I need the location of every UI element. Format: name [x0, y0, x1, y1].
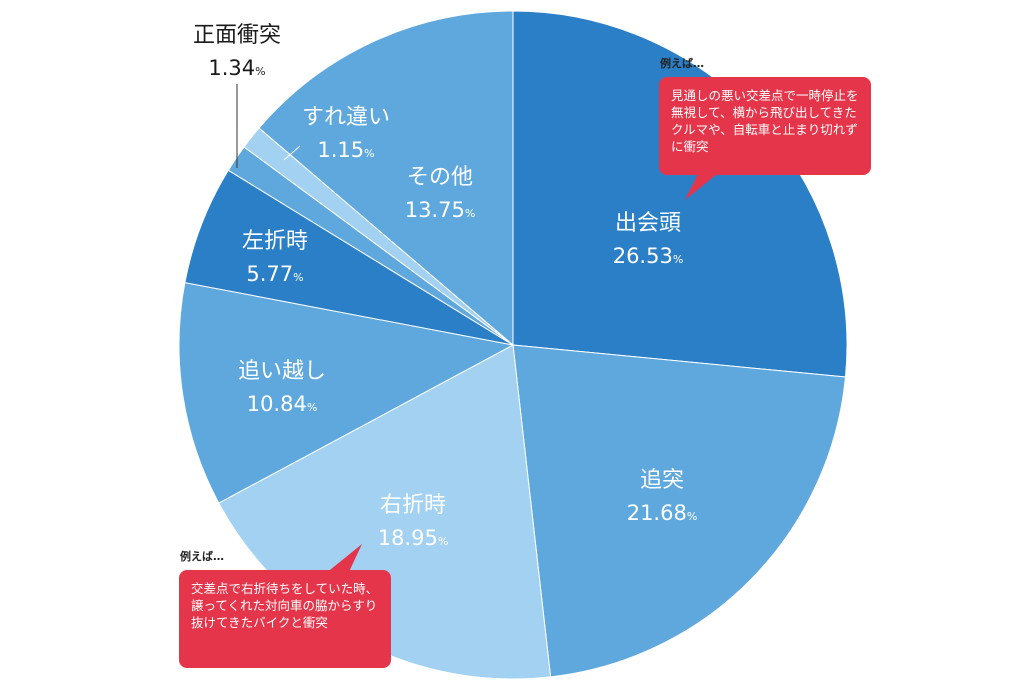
slice-value-3: 10.84%	[247, 392, 318, 416]
slice-label-7: その他	[407, 165, 473, 190]
slice-value-0: 26.53%	[613, 244, 684, 268]
callout-2-tail	[325, 544, 362, 574]
slice-value-2: 18.95%	[378, 526, 449, 550]
slice-label-3: 追い越し	[238, 359, 326, 384]
slice-label-4: 左折時	[242, 229, 308, 254]
slice-label-6: すれ違い	[302, 105, 390, 130]
slice-value-7: 13.75%	[405, 198, 476, 222]
leader-line-passing	[283, 145, 301, 161]
slice-value-1: 21.68%	[627, 501, 698, 525]
slice-label-5: 正面衝突	[193, 23, 281, 48]
slice-value-5: 1.34%	[208, 56, 265, 80]
callout-1-heading: 例えば…	[660, 57, 704, 70]
callout-1: 見通しの悪い交差点で一時停止を無視して、横から飛び出してきたクルマや、自転車と止…	[659, 77, 871, 175]
pie-slice-7	[258, 10, 514, 347]
slice-label-2: 右折時	[380, 493, 446, 518]
slice-label-1: 追突	[640, 468, 684, 493]
pie-slice-3	[178, 281, 515, 504]
callout-2: 交差点で右折待ちをしていた時、譲ってくれた対向車の脇からすり抜けてきたバイクと衝…	[179, 570, 391, 668]
callout-2-heading: 例えば…	[180, 550, 224, 563]
slice-label-0: 出会頭	[615, 211, 681, 236]
pie-slice-1	[512, 344, 847, 678]
slice-labels: 出会頭26.53%追突21.68%右折時18.95%追い越し10.84%左折時5…	[193, 23, 697, 550]
callout-1-tail	[685, 170, 722, 200]
